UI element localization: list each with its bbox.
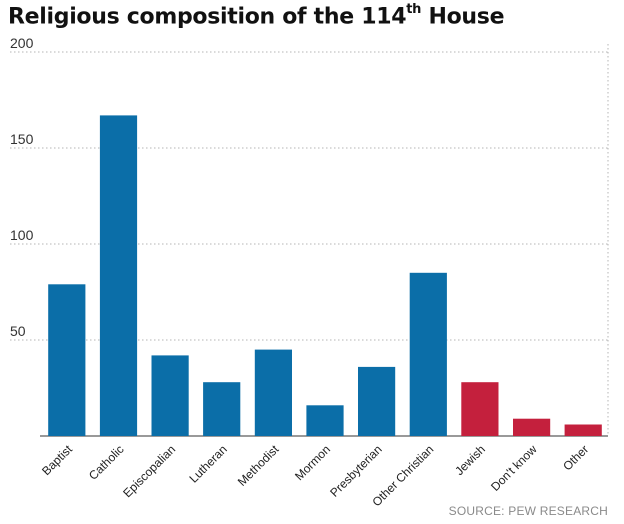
bar-lutheran: [203, 382, 241, 436]
bars: [48, 115, 602, 437]
y-tick-label-50: 50: [10, 323, 26, 339]
y-tick-label-100: 100: [10, 227, 34, 243]
bar-don-t-know: [513, 418, 551, 436]
chart-title-superscript: th: [406, 2, 422, 17]
bar-baptist: [48, 284, 86, 436]
bar-other: [564, 424, 602, 436]
chart-title-main: Religious composition of the 114: [8, 4, 407, 30]
bar-presbyterian: [358, 366, 396, 436]
x-tick-label-mormon: Mormon: [292, 442, 333, 483]
x-tick-label-presbyterian: Presbyterian: [327, 442, 385, 500]
bar-episcopalian: [151, 355, 189, 436]
x-tick-label-catholic: Catholic: [86, 442, 127, 483]
source-note: SOURCE: PEW RESEARCH: [448, 504, 608, 518]
bar-jewish: [461, 382, 499, 436]
y-tick-labels: 50 100 150 200: [10, 35, 34, 339]
gridlines: [10, 44, 609, 437]
bar-catholic: [99, 115, 138, 437]
x-tick-label-methodist: Methodist: [235, 442, 282, 489]
chart-title-end: House: [421, 4, 505, 30]
chart-title: Religious composition of the 114th House: [8, 2, 505, 30]
bar-other-christian: [409, 272, 447, 436]
bar-methodist: [254, 349, 292, 436]
x-tick-label-lutheran: Lutheran: [186, 442, 229, 485]
x-tick-label-jewish: Jewish: [452, 442, 488, 478]
x-tick-label-episcopalian: Episcopalian: [120, 442, 178, 500]
x-tick-label-don-t-know: Don't know: [488, 442, 540, 494]
y-tick-label-150: 150: [10, 131, 34, 147]
y-tick-label-200: 200: [10, 35, 34, 51]
bar-mormon: [306, 405, 344, 436]
x-tick-label-other: Other: [560, 442, 591, 473]
x-tick-label-baptist: Baptist: [39, 442, 75, 478]
